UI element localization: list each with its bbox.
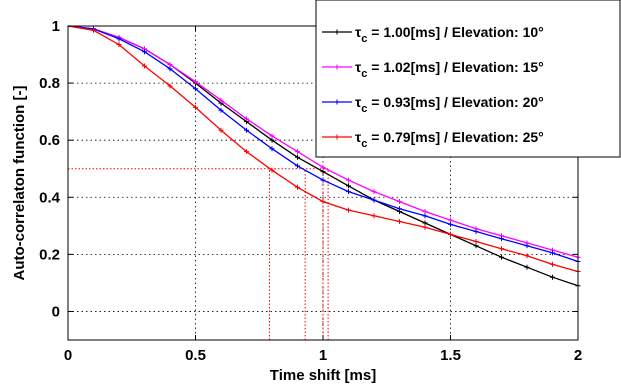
legend-entry-1: τc = 1.00[ms] / Elevation: 10° [355, 24, 544, 45]
series-point-4 [167, 83, 173, 89]
y-axis-label: Auto-correlaton function [-] [11, 86, 28, 281]
series-point-1 [524, 264, 530, 270]
x-tick-label: 0 [64, 347, 72, 364]
series-point-4 [116, 42, 122, 48]
series-point-3 [448, 221, 453, 227]
series-point-3 [371, 197, 377, 203]
series-point-4 [371, 213, 377, 219]
series-point-2 [422, 209, 428, 215]
legend-marker-3 [334, 99, 340, 105]
series-point-3 [422, 213, 428, 219]
series-point-3 [218, 107, 224, 113]
y-tick-label: 0.6 [39, 132, 60, 149]
y-tick-label: 1 [52, 18, 60, 35]
series-point-2 [244, 116, 249, 122]
series-point-1 [346, 183, 351, 189]
series-point-4 [142, 63, 147, 69]
series-point-2 [295, 149, 300, 155]
series-point-1 [269, 137, 275, 143]
series-point-3 [167, 66, 173, 72]
series-point-3 [269, 146, 275, 152]
y-tick-label: 0.8 [39, 75, 60, 92]
series-point-4 [448, 231, 453, 237]
legend: τc = 1.00[ms] / Elevation: 10° τc = 1.02[… [315, 0, 621, 158]
y-tick-label: 0 [52, 303, 60, 320]
series-point-4 [397, 219, 402, 225]
legend-marker-4 [334, 134, 340, 140]
series-point-1 [320, 169, 326, 175]
series-point-4 [550, 261, 555, 267]
series-point-4 [422, 224, 428, 230]
legend-entry-2: τc = 1.02[ms] / Elevation: 15° [355, 59, 544, 80]
series-point-2 [371, 189, 377, 195]
series-point-4 [473, 239, 479, 245]
series-point-4 [499, 246, 504, 252]
series-point-2 [346, 177, 351, 183]
legend-entry-4: τc = 0.79[ms] / Elevation: 25° [355, 129, 544, 150]
series-point-2 [397, 199, 402, 205]
series-point-3 [116, 36, 122, 42]
x-axis-label: Time shift [ms] [270, 367, 376, 384]
legend-marker-2 [334, 64, 340, 70]
y-tick-label: 0.4 [39, 189, 61, 206]
series-point-4 [320, 199, 326, 205]
legend-box [315, 0, 621, 158]
series-point-3 [397, 206, 402, 212]
series-point-3 [346, 189, 351, 195]
series-point-1 [499, 254, 504, 260]
series-point-2 [448, 217, 453, 223]
series-point-2 [193, 79, 198, 85]
x-tick-label: 0.5 [185, 347, 206, 364]
series-point-3 [295, 163, 300, 169]
legend-marker-1 [334, 29, 340, 35]
x-tick-label: 2 [574, 347, 582, 364]
series-point-2 [218, 97, 224, 103]
series-point-1 [473, 243, 479, 249]
series-point-2 [320, 164, 326, 170]
series-point-4 [218, 127, 224, 133]
series-point-2 [269, 133, 275, 139]
series-point-2 [167, 62, 173, 68]
series-point-4 [91, 27, 96, 33]
series-point-3 [550, 250, 555, 256]
series-point-3 [473, 229, 479, 235]
series-point-3 [193, 86, 198, 92]
series-point-4 [295, 184, 300, 190]
series-point-3 [244, 127, 249, 133]
series-point-4 [524, 253, 530, 259]
series-point-4 [269, 167, 275, 173]
series-point-3 [524, 243, 530, 249]
series-point-3 [320, 177, 326, 183]
series-point-4 [244, 149, 249, 155]
series-point-3 [142, 49, 147, 55]
series-lines [67, 25, 581, 289]
legend-entry-3: τc = 0.93[ms] / Elevation: 20° [355, 94, 544, 115]
series-point-1 [422, 220, 428, 226]
x-tick-label: 1 [319, 347, 327, 364]
series-point-4 [193, 104, 198, 110]
threshold-annotations [68, 168, 329, 340]
series-point-3 [499, 236, 504, 242]
series-point-1 [295, 154, 300, 160]
grid-lines [68, 25, 578, 340]
x-tick-label: 1.5 [440, 347, 461, 364]
series-point-4 [346, 207, 351, 213]
series-point-1 [550, 274, 555, 280]
y-tick-label: 0.2 [39, 246, 60, 263]
